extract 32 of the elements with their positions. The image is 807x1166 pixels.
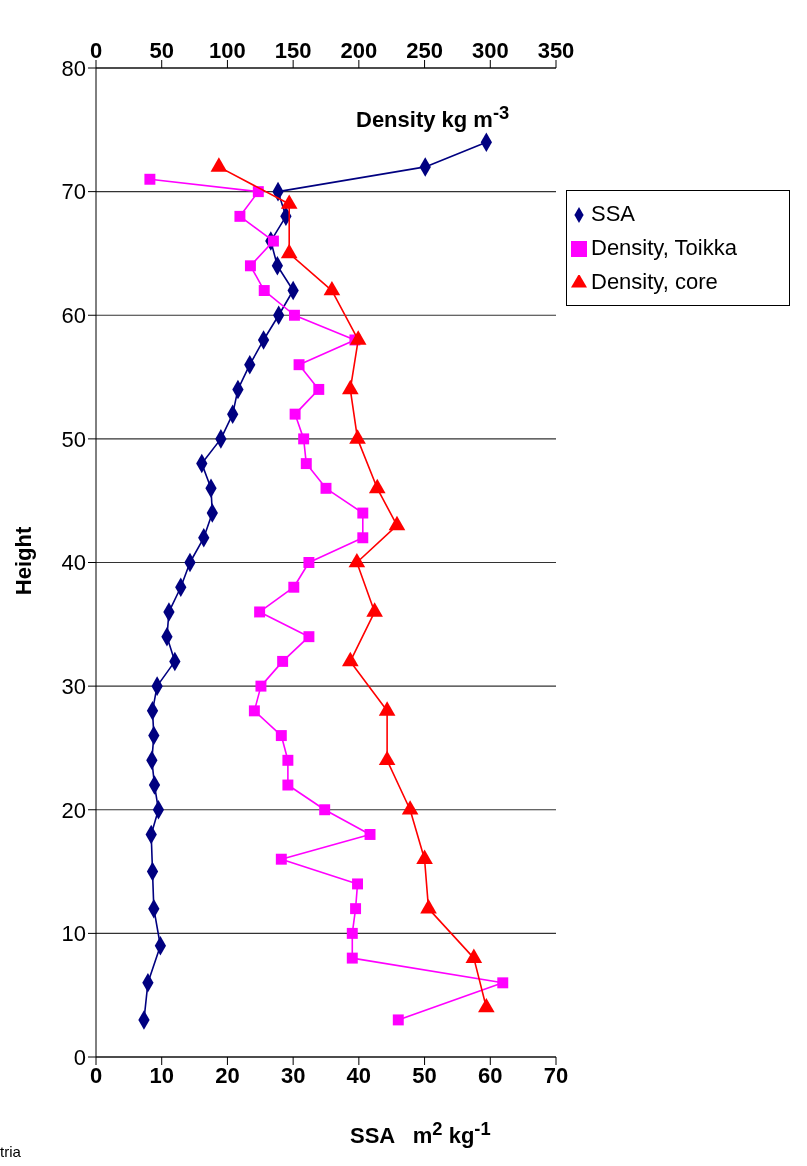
y-tick-label: 30 xyxy=(61,673,86,699)
x-tick-label: 10 xyxy=(149,1062,174,1088)
x2-tick-label: 0 xyxy=(89,38,103,63)
x-axis-title: SSA m$^{2}$ kg$^{-1}$ xyxy=(350,1118,491,1150)
x-tick-label: 40 xyxy=(346,1062,372,1088)
x-tick-label: 60 xyxy=(478,1062,503,1088)
y-tick-label: 40 xyxy=(61,550,86,576)
x2-tick-label: 50 xyxy=(149,38,174,63)
legend-label: Density, core xyxy=(591,269,718,294)
y-tick-label: 70 xyxy=(61,179,86,205)
x-tick-label: 0 xyxy=(89,1062,103,1088)
y-tick-label: 50 xyxy=(61,426,86,452)
x2-tick-label: 350 xyxy=(537,38,575,63)
legend-label: Density, Toikka xyxy=(591,235,737,260)
x2-tick-label: 250 xyxy=(406,38,443,63)
y-tick-label: 20 xyxy=(61,797,86,823)
x2-tick-label: 300 xyxy=(471,38,509,63)
x-tick-label: 50 xyxy=(412,1062,437,1088)
text: tria xyxy=(0,1143,21,1160)
x2-tick-label: 150 xyxy=(274,38,312,63)
y-tick-label: 60 xyxy=(61,303,86,329)
x2-tick-label: 200 xyxy=(340,38,378,63)
y-tick-label: 0 xyxy=(73,1044,86,1070)
y-axis-title: Height xyxy=(11,526,38,596)
y-tick-label: 80 xyxy=(61,55,86,81)
x2-axis-title: Density kg m$^{-3}$ xyxy=(356,102,510,134)
legend-label: SSA xyxy=(591,201,636,226)
x-tick-label: 30 xyxy=(280,1062,306,1088)
x-tick-label: 20 xyxy=(215,1062,240,1088)
y-tick-label: 10 xyxy=(61,921,86,947)
x-tick-label: 70 xyxy=(543,1062,569,1088)
x2-tick-label: 100 xyxy=(209,38,246,63)
